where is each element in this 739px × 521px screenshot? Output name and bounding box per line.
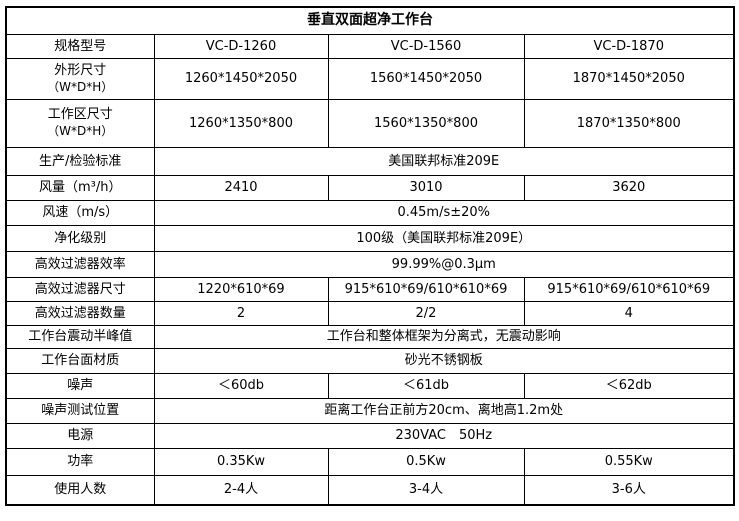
row-label-text: 规格型号: [54, 38, 107, 54]
table-row: 高效过滤器效率 99.99%@0.3μm: [5, 250, 735, 278]
merged-cell: 100级（美国联邦标准209E）: [153, 224, 735, 252]
value-cell: 1260*1350*800: [153, 98, 329, 148]
table-row: 工作台震动半峰值 工作台和整体框架为分离式，无震动影响: [5, 324, 735, 349]
merged-cell: 0.45m/s±20%: [153, 199, 735, 226]
row-label-text: 高效过滤器效率: [34, 256, 126, 272]
row-sublabel: （W*D*H）: [47, 79, 114, 94]
value-cell: 0.5Kw: [327, 447, 525, 476]
value-cell: 3620: [523, 174, 735, 201]
row-label: 电源: [5, 422, 155, 449]
row-label-text: 生产/检验标准: [39, 153, 122, 169]
table-row: 噪声测试位置 距离工作台正前方20cm、离地高1.2m处: [5, 397, 735, 424]
value-cell: VC-D-1870: [523, 33, 735, 59]
value-cell: 1560*1450*2050: [327, 57, 525, 100]
table-row: 工作区尺寸 （W*D*H） 1260*1350*800 1560*1350*800 18…: [5, 98, 735, 148]
row-label: 风量（m³/h）: [5, 174, 155, 201]
table-title: 垂直双面超净工作台: [5, 6, 735, 35]
value-cell: 1560*1350*800: [327, 98, 525, 148]
row-label-text: 噪声: [67, 378, 94, 393]
table-row: 使用人数 2-4人 3-4人 3-6人: [5, 474, 735, 506]
row-label: 生产/检验标准: [5, 146, 155, 176]
table-row: 外形尺寸 （W*D*H） 1260*1450*2050 1560*1450*2050 1…: [5, 57, 735, 100]
value-cell: 1260*1450*2050: [153, 57, 329, 100]
table-row: 风量（m³/h） 2410 3010 3620: [5, 174, 735, 201]
row-label-text: 噪声测试位置: [41, 403, 120, 418]
value-cell: 2: [153, 300, 329, 326]
row-label: 使用人数: [5, 474, 155, 506]
spec-table: 垂直双面超净工作台 规格型号 VC-D-1260 VC-D-1560 VC-D-187…: [5, 6, 735, 506]
value-cell: 3-4人: [327, 474, 525, 506]
title-row: 垂直双面超净工作台: [5, 6, 735, 35]
row-label: 高效过滤器效率: [5, 250, 155, 278]
value-cell: 2/2: [327, 300, 525, 326]
row-label: 外形尺寸 （W*D*H）: [5, 57, 155, 100]
value-cell: ＜60db: [153, 372, 329, 399]
value-cell: 0.55Kw: [523, 447, 735, 476]
value-cell: 2410: [153, 174, 329, 201]
row-label-text: 外形尺寸: [54, 62, 107, 78]
row-label-text: 高效过滤器数量: [34, 305, 126, 321]
table-row: 净化级别 100级（美国联邦标准209E）: [5, 224, 735, 252]
row-label: 工作台震动半峰值: [5, 324, 155, 349]
value-cell: 3010: [327, 174, 525, 201]
row-label: 规格型号: [5, 33, 155, 59]
row-label-text: 高效过滤器尺寸: [34, 281, 126, 297]
merged-cell: 230VAC 50Hz: [153, 422, 735, 449]
table-row: 规格型号 VC-D-1260 VC-D-1560 VC-D-1870: [5, 33, 735, 59]
table-row: 工作台面材质 砂光不锈钢板: [5, 347, 735, 374]
value-cell: 1220*610*69: [153, 276, 329, 302]
merged-cell: 美国联邦标准209E: [153, 146, 735, 176]
row-label-text: 风量（m³/h）: [39, 180, 122, 195]
row-label: 功率: [5, 447, 155, 476]
value-cell: VC-D-1560: [327, 33, 525, 59]
row-sublabel: （W*D*H）: [47, 124, 114, 138]
row-label: 噪声: [5, 372, 155, 399]
row-label: 噪声测试位置: [5, 397, 155, 424]
row-label: 高效过滤器数量: [5, 300, 155, 326]
value-cell: 1870*1350*800: [523, 98, 735, 148]
row-label-text: 使用人数: [54, 482, 107, 498]
row-label: 高效过滤器尺寸: [5, 276, 155, 302]
table-row: 生产/检验标准 美国联邦标准209E: [5, 146, 735, 176]
row-label: 净化级别: [5, 224, 155, 252]
row-label-text: 工作台面材质: [41, 353, 120, 368]
table-row: 功率 0.35Kw 0.5Kw 0.55Kw: [5, 447, 735, 476]
table-row: 高效过滤器数量 2 2/2 4: [5, 300, 735, 326]
row-label-text: 风速（m/s）: [42, 205, 119, 220]
row-label-text: 净化级别: [54, 230, 107, 246]
merged-cell: 工作台和整体框架为分离式，无震动影响: [153, 324, 735, 349]
value-cell: VC-D-1260: [153, 33, 329, 59]
row-label-text: 工作区尺寸: [47, 107, 113, 122]
value-cell: 915*610*69/610*610*69: [523, 276, 735, 302]
merged-cell: 砂光不锈钢板: [153, 347, 735, 374]
value-cell: 4: [523, 300, 735, 326]
row-label: 工作台面材质: [5, 347, 155, 374]
value-cell: 3-6人: [523, 474, 735, 506]
value-cell: ＜61db: [327, 372, 525, 399]
row-label-text: 功率: [67, 454, 94, 469]
value-cell: 1870*1450*2050: [523, 57, 735, 100]
value-cell: 0.35Kw: [153, 447, 329, 476]
value-cell: 2-4人: [153, 474, 329, 506]
row-label: 风速（m/s）: [5, 199, 155, 226]
merged-cell: 99.99%@0.3μm: [153, 250, 735, 278]
row-label-text: 工作台震动半峰值: [28, 329, 133, 344]
table-row: 高效过滤器尺寸 1220*610*69 915*610*69/610*610*69 9…: [5, 276, 735, 302]
value-cell: 915*610*69/610*610*69: [327, 276, 525, 302]
value-cell: ＜62db: [523, 372, 735, 399]
table-row: 风速（m/s） 0.45m/s±20%: [5, 199, 735, 226]
row-label-text: 电源: [67, 428, 94, 443]
merged-cell: 距离工作台正前方20cm、离地高1.2m处: [153, 397, 735, 424]
table-row: 噪声 ＜60db ＜61db ＜62db: [5, 372, 735, 399]
row-label: 工作区尺寸 （W*D*H）: [5, 98, 155, 148]
table-row: 电源 230VAC 50Hz: [5, 422, 735, 449]
